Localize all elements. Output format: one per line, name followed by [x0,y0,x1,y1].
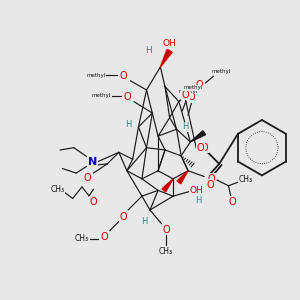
Text: H: H [125,120,131,129]
Text: O: O [188,92,195,102]
Text: O: O [123,92,131,102]
Polygon shape [162,179,173,192]
Text: H: H [146,46,152,55]
Text: CH₃: CH₃ [239,176,253,184]
Text: O: O [206,177,214,187]
Text: CH₃: CH₃ [51,185,65,194]
Text: H: H [183,122,189,131]
Text: O: O [207,174,215,184]
Text: O: O [206,180,214,190]
Polygon shape [160,49,172,67]
Text: H: H [141,217,147,226]
Text: CH₃: CH₃ [75,234,89,243]
Polygon shape [190,131,206,142]
Text: methyl: methyl [183,85,202,90]
Text: O: O [197,143,205,153]
Text: O: O [120,71,127,81]
Text: methyl: methyl [212,69,231,74]
Text: methyl: methyl [178,89,198,94]
Text: OH: OH [189,186,203,195]
Text: methyl: methyl [92,93,111,98]
Text: O: O [84,173,92,183]
Text: O: O [162,225,170,235]
Text: O: O [100,232,108,242]
Text: O: O [228,197,236,207]
Text: O: O [182,90,190,100]
Text: H: H [195,196,202,205]
Text: OH: OH [163,39,176,48]
Text: O: O [200,143,208,153]
Polygon shape [177,171,188,184]
Text: O: O [120,212,127,222]
Text: N: N [88,157,97,166]
Text: O: O [196,80,203,90]
Text: CH₃: CH₃ [159,247,173,256]
Text: methyl: methyl [86,73,105,77]
Text: O: O [90,197,97,207]
